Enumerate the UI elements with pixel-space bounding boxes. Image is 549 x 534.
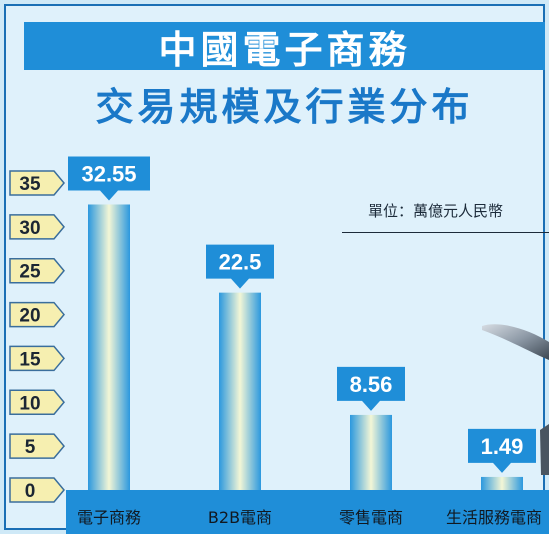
- y-tick-label: 0: [25, 481, 36, 502]
- unit-divider: [342, 232, 549, 233]
- y-tick: 35: [9, 170, 65, 196]
- value-label: 8.56: [337, 366, 405, 411]
- y-tick: 0: [9, 477, 65, 503]
- value-label-box: [68, 156, 150, 201]
- airplane-nose-decor: [482, 324, 549, 360]
- y-tick-tag: [9, 257, 65, 284]
- value-label-text: 1.49: [481, 434, 524, 459]
- category-label: 電子商務: [77, 508, 141, 527]
- y-tick: 15: [9, 345, 65, 372]
- y-tick: 10: [9, 389, 65, 416]
- unit-label: 單位：萬億元人民幣: [368, 202, 504, 220]
- y-tick-label: 35: [19, 174, 41, 195]
- bar: [88, 204, 130, 491]
- value-label: 22.5: [206, 244, 274, 289]
- y-tick: 5: [9, 433, 65, 459]
- value-label-text: 32.55: [81, 161, 136, 186]
- y-tick-tag: [9, 301, 65, 328]
- y-tick-label: 5: [25, 437, 36, 458]
- y-tick-label: 25: [19, 262, 41, 283]
- y-tick: 30: [9, 214, 65, 240]
- bar: [219, 292, 261, 490]
- y-tick-tag: [9, 345, 65, 372]
- y-tick-label: 10: [19, 393, 40, 414]
- y-tick-tag: [9, 477, 65, 503]
- y-tick-tag: [9, 214, 65, 240]
- category-label: 生活服務電商: [446, 508, 542, 527]
- y-tick-tag: [9, 433, 65, 459]
- y-tick-tag: [9, 389, 65, 416]
- value-label-box: [468, 428, 536, 473]
- bar: [481, 476, 523, 490]
- value-label-box: [206, 244, 274, 289]
- y-tick-label: 15: [19, 349, 41, 370]
- value-label-text: 22.5: [219, 250, 262, 275]
- y-tick: 25: [9, 257, 65, 284]
- value-label-box: [337, 366, 405, 411]
- airplane-tail-decor: [540, 424, 549, 475]
- chart-title: 中國電子商務: [158, 27, 411, 72]
- chart-subtitle: 交易規模及行業分布: [95, 85, 474, 129]
- y-tick-label: 20: [19, 306, 40, 327]
- value-label: 32.55: [68, 156, 150, 201]
- category-label: B2B電商: [208, 508, 272, 527]
- title-band: 中國電子商務: [24, 22, 545, 72]
- category-band: [66, 490, 549, 534]
- value-label: 1.49: [468, 428, 536, 473]
- bar: [350, 414, 392, 490]
- category-label: 零售電商: [339, 508, 403, 527]
- y-tick-label: 30: [19, 218, 40, 239]
- y-tick: 20: [9, 301, 65, 328]
- y-tick-tag: [9, 170, 65, 196]
- value-label-text: 8.56: [350, 372, 393, 397]
